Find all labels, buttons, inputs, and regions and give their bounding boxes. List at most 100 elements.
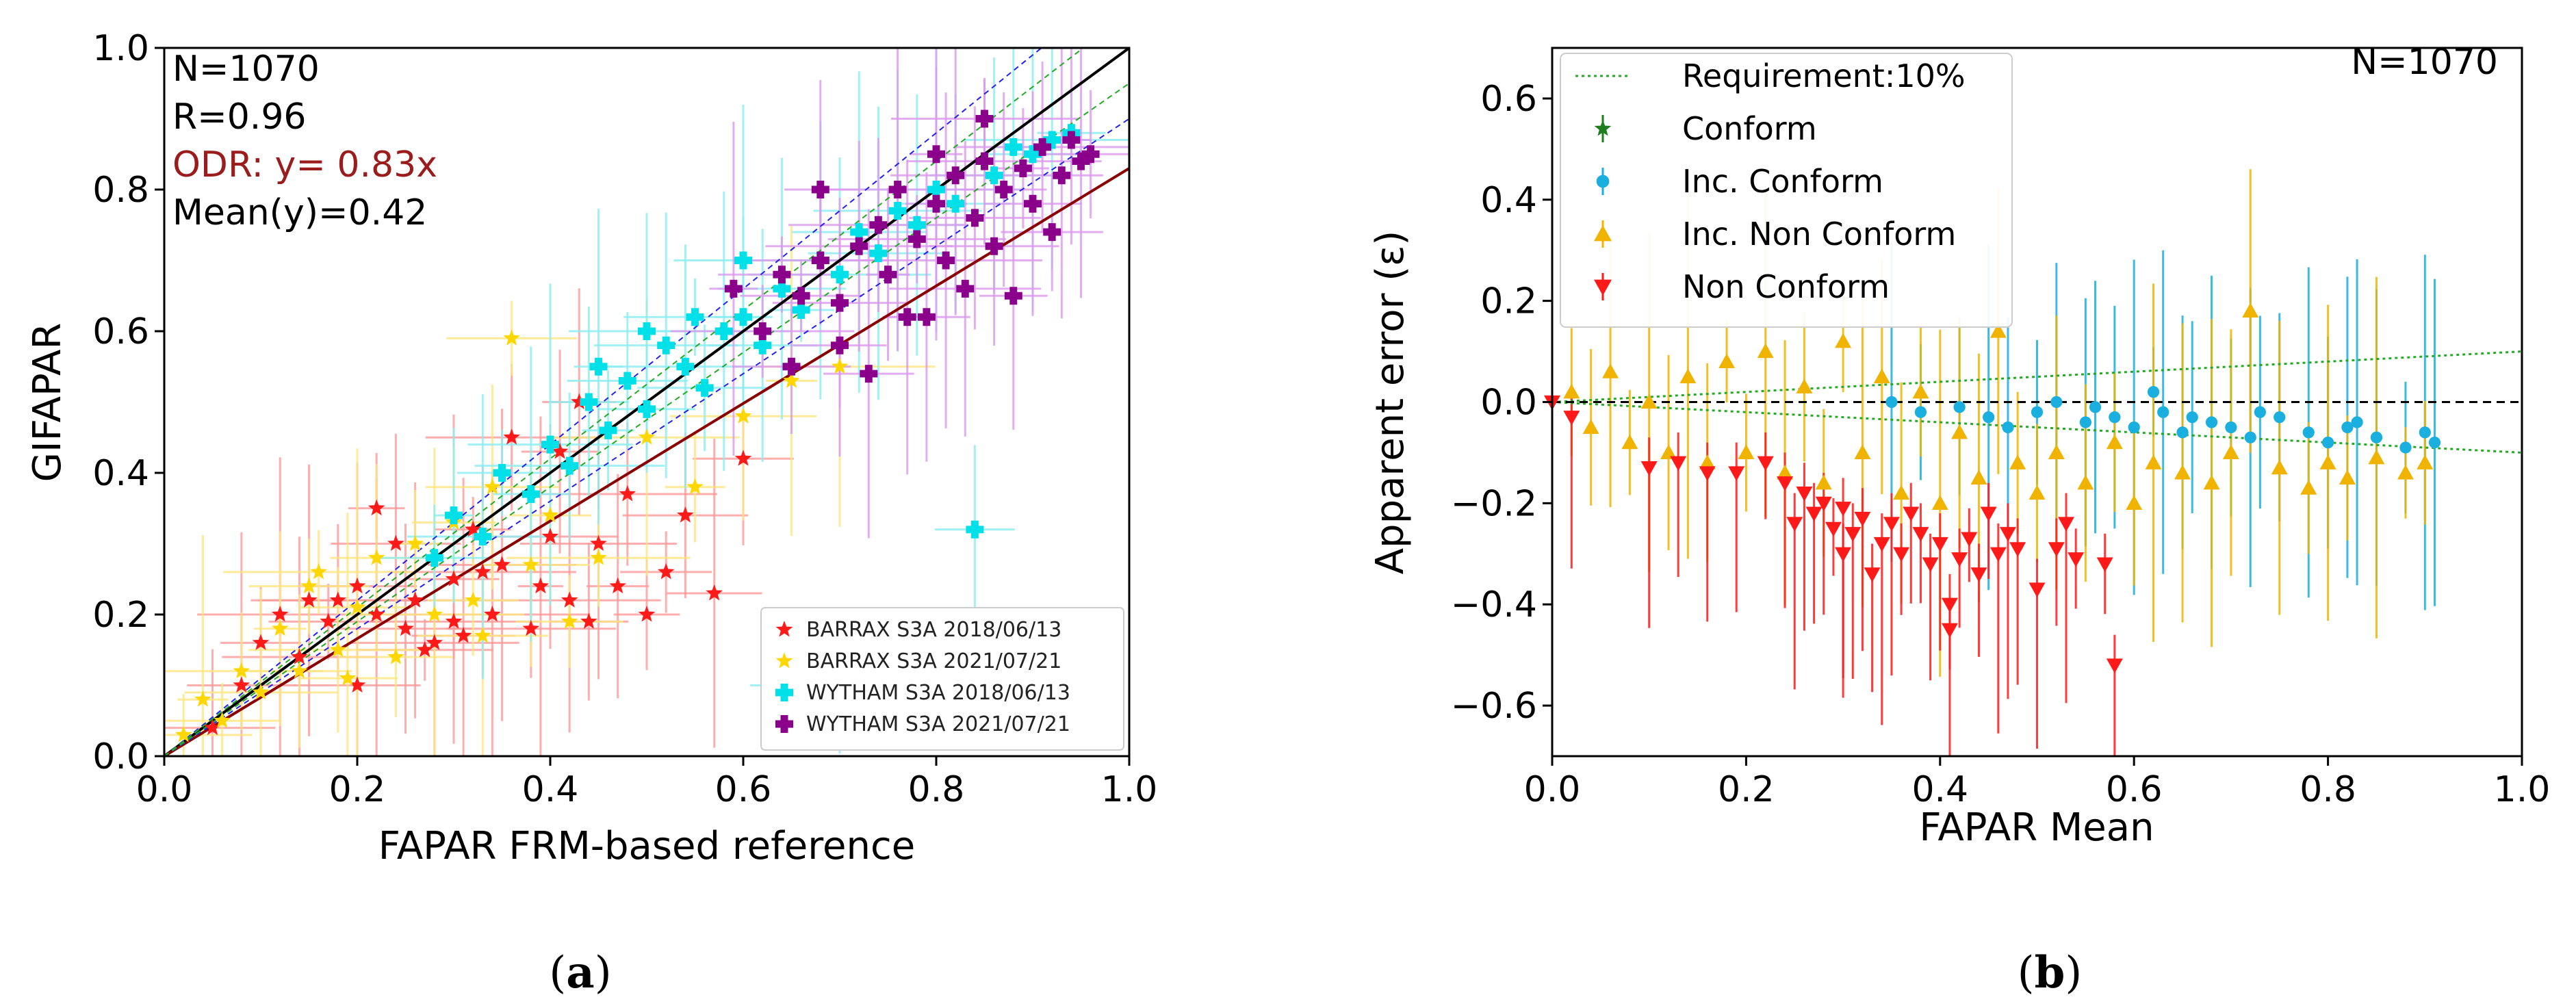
data-point <box>2203 474 2220 490</box>
panel-a-y-axis-label: GIFAPAR <box>25 323 70 482</box>
y-tick-label: −0.4 <box>1451 584 1537 625</box>
data-point <box>397 619 414 636</box>
legend-label: BARRAX S3A 2021/07/21 <box>806 649 1061 673</box>
data-point <box>1062 131 1081 149</box>
data-point <box>1815 474 1832 490</box>
data-point <box>387 534 404 551</box>
data-point <box>1805 506 1822 522</box>
data-point <box>464 591 482 608</box>
data-point <box>1885 396 1898 409</box>
data-point <box>541 528 559 544</box>
data-point <box>1951 552 1968 567</box>
x-tick-label: 0.4 <box>522 769 579 810</box>
data-point <box>522 619 540 636</box>
data-point <box>888 181 907 198</box>
data-point <box>2254 406 2267 418</box>
data-point <box>348 676 366 693</box>
data-point <box>214 712 231 728</box>
x-tick-label: 0.0 <box>1524 769 1581 810</box>
data-point <box>561 456 579 475</box>
data-point <box>850 237 868 255</box>
data-point <box>387 648 404 664</box>
data-point <box>2428 437 2441 449</box>
y-tick-label: 0.6 <box>1480 79 1537 120</box>
data-point <box>734 407 752 424</box>
data-point <box>2089 401 2102 413</box>
data-point <box>2050 396 2063 409</box>
data-point <box>1728 466 1745 481</box>
legend-label: Inc. Non Conform <box>1682 216 1956 253</box>
data-point <box>339 669 357 686</box>
data-point <box>1024 194 1042 213</box>
data-point <box>734 450 752 466</box>
data-point <box>416 641 434 658</box>
data-point <box>493 556 511 573</box>
data-point <box>2222 444 2239 460</box>
data-point <box>888 202 907 220</box>
data-point <box>484 606 501 622</box>
data-point <box>2205 416 2218 428</box>
data-point <box>2242 302 2259 318</box>
data-point <box>1024 145 1042 164</box>
data-point <box>2147 386 2160 398</box>
panel-a-plot-frame <box>163 47 1131 758</box>
data-point <box>879 266 897 284</box>
data-point <box>521 485 540 504</box>
data-point <box>1951 424 1968 439</box>
y-tick-label: 1.0 <box>92 28 149 69</box>
data-point <box>1815 496 1832 512</box>
data-point <box>1796 378 1813 393</box>
data-point <box>1072 152 1090 170</box>
data-point <box>638 428 656 445</box>
data-point <box>1873 368 1890 384</box>
panel-a-x-axis-label: FAPAR FRM-based reference <box>378 824 915 868</box>
data-point <box>445 506 463 525</box>
data-point <box>1777 476 1794 491</box>
data-point <box>271 606 289 622</box>
data-point <box>831 357 849 374</box>
data-point <box>2300 480 2317 495</box>
data-point <box>580 393 598 411</box>
data-point <box>1953 401 1966 413</box>
data-point <box>927 181 945 198</box>
y-tick-label: 0.4 <box>1480 180 1537 221</box>
data-point <box>1679 368 1697 384</box>
data-point <box>329 591 347 608</box>
panel-b-y-axis-label: Apparent error (ε) <box>1368 231 1413 575</box>
panel-a-markers <box>175 109 1100 742</box>
data-point <box>2002 421 2014 434</box>
data-point <box>792 287 810 305</box>
data-point <box>1835 333 1852 348</box>
data-point <box>657 336 675 354</box>
data-point <box>368 499 385 516</box>
data-point <box>2058 517 2075 532</box>
data-point <box>2339 469 2356 484</box>
data-point <box>2302 426 2315 439</box>
y-tick-label: 0.8 <box>92 170 149 211</box>
data-point <box>869 216 888 234</box>
data-point <box>2096 557 2113 573</box>
legend-label: Inc. Conform <box>1682 163 1883 200</box>
data-point <box>994 181 1013 198</box>
data-point <box>2319 454 2336 469</box>
data-point <box>975 152 994 170</box>
reference-line <box>163 167 1131 758</box>
data-point <box>783 372 800 388</box>
y-tick-label: −0.6 <box>1451 686 1537 727</box>
y-tick-label: 0.0 <box>1480 383 1537 424</box>
data-point <box>1961 532 1978 547</box>
data-point <box>1796 486 1813 502</box>
data-point <box>2077 474 2094 490</box>
data-point <box>1854 511 1871 527</box>
x-tick-label: 0.6 <box>2106 769 2163 810</box>
data-point <box>850 223 868 242</box>
data-point <box>1043 223 1061 242</box>
data-point <box>985 166 1003 185</box>
data-point <box>1699 454 1716 469</box>
x-tick-label: 0.0 <box>136 769 193 810</box>
data-point <box>1043 131 1061 149</box>
legend-marker <box>775 652 793 669</box>
data-point <box>291 662 308 679</box>
data-point <box>2321 437 2334 449</box>
data-point <box>541 506 559 523</box>
